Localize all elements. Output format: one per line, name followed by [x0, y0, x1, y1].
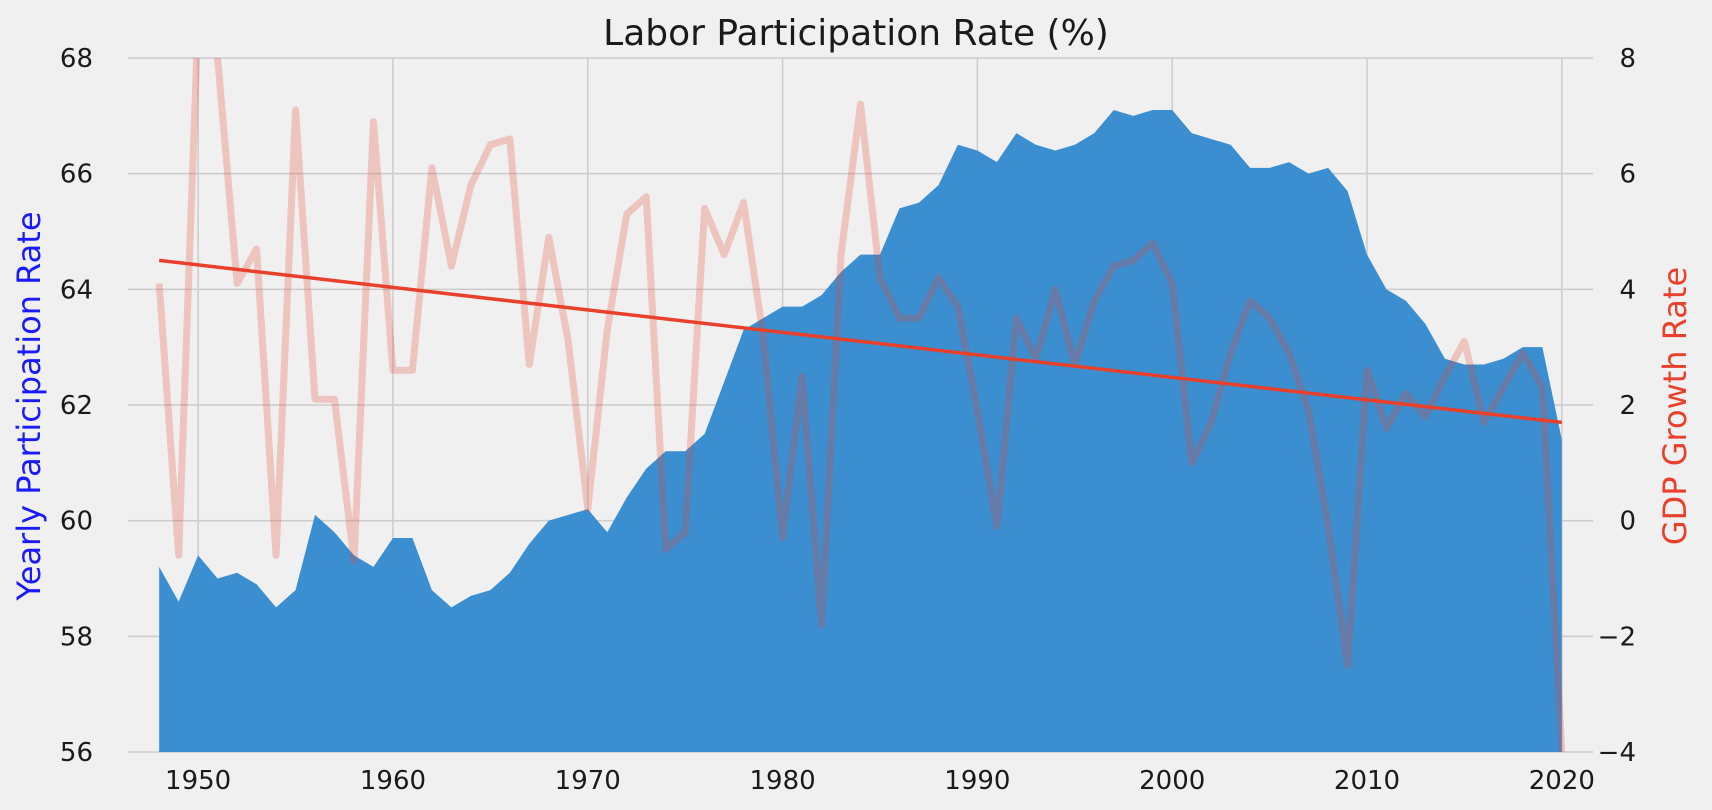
participation-area — [159, 110, 1562, 753]
y-tick-label: 56 — [60, 738, 93, 768]
x-tick-label: 1990 — [944, 766, 1010, 796]
axis-layer: 1950 1960 1970 1980 1990 2000 2010 202056586062… — [60, 44, 1636, 796]
y2-tick-label: 2 — [1619, 391, 1636, 421]
x-tick-label: 2010 — [1334, 766, 1400, 796]
y2-tick-label: 6 — [1619, 160, 1636, 190]
line-layer — [155, 58, 1566, 752]
gdp-trend-line — [158, 258, 1563, 425]
y2-tick-label: 0 — [1619, 507, 1636, 537]
y2-axis-label: GDP Growth Rate — [1656, 267, 1694, 545]
y-tick-label: 64 — [60, 275, 93, 305]
y-axis-label: Yearly Participation Rate — [10, 211, 48, 601]
y2-tick-label: 4 — [1619, 275, 1636, 305]
y2-tick-label: −2 — [1598, 622, 1636, 652]
x-tick-label: 1960 — [360, 766, 426, 796]
y-tick-label: 66 — [60, 160, 93, 190]
gdp-growth-line — [155, 58, 1566, 752]
y2-tick-label: −4 — [1598, 738, 1636, 768]
area-layer — [159, 110, 1562, 753]
x-tick-label: 1980 — [749, 766, 815, 796]
x-tick-label: 1970 — [555, 766, 621, 796]
x-tick-label: 1950 — [165, 766, 231, 796]
x-tick-label: 2020 — [1529, 766, 1595, 796]
y-tick-label: 58 — [60, 622, 93, 652]
y-tick-label: 60 — [60, 507, 93, 537]
chart-title: Labor Participation Rate (%) — [603, 13, 1109, 54]
x-tick-label: 2000 — [1139, 766, 1205, 796]
y-tick-label: 62 — [60, 391, 93, 421]
y-tick-label: 68 — [60, 44, 93, 74]
y2-tick-label: 8 — [1619, 44, 1636, 74]
